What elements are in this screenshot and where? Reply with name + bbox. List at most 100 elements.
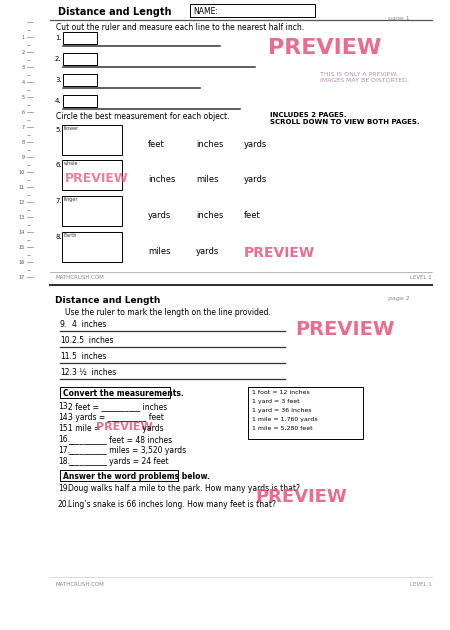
Text: 1 mile = 1,760 yards: 1 mile = 1,760 yards: [252, 417, 318, 422]
Text: LEVEL 1: LEVEL 1: [410, 582, 432, 587]
Bar: [63, 53, 97, 65]
Text: inches: inches: [196, 211, 223, 220]
Text: 2.5  inches: 2.5 inches: [72, 336, 113, 345]
Text: 1 yard = 3 feet: 1 yard = 3 feet: [252, 399, 300, 404]
Text: IMAGES MAY BE DISTORTED.: IMAGES MAY BE DISTORTED.: [320, 78, 409, 83]
Text: LEVEL 1: LEVEL 1: [410, 275, 432, 280]
Text: 12.: 12.: [60, 368, 72, 377]
Text: 1 foot = 12 inches: 1 foot = 12 inches: [252, 390, 310, 395]
Text: 5: 5: [22, 95, 25, 100]
Text: 11: 11: [19, 185, 25, 190]
Bar: [62, 232, 122, 262]
Text: yards: yards: [196, 247, 219, 256]
Text: 6: 6: [22, 110, 25, 115]
Text: Distance and Length: Distance and Length: [55, 296, 160, 305]
Bar: [63, 74, 97, 86]
Text: 15: 15: [19, 245, 25, 250]
Text: PREVIEW: PREVIEW: [244, 246, 315, 260]
Text: 14.: 14.: [58, 413, 70, 422]
Text: THIS IS ONLY A PREVIEW.: THIS IS ONLY A PREVIEW.: [320, 72, 398, 77]
Text: 18.: 18.: [58, 457, 70, 466]
Bar: [62, 125, 122, 155]
Text: 5.: 5.: [55, 127, 62, 133]
Text: miles: miles: [148, 247, 171, 256]
Text: PREVIEW: PREVIEW: [295, 320, 394, 339]
Text: 13: 13: [19, 215, 25, 220]
Text: 8: 8: [22, 140, 25, 145]
Bar: [62, 196, 122, 226]
Text: 10.: 10.: [60, 336, 72, 345]
Text: SCROLL DOWN TO VIEW BOTH PAGES.: SCROLL DOWN TO VIEW BOTH PAGES.: [270, 119, 419, 125]
Bar: [62, 160, 122, 190]
Text: MATHCRUSH.COM: MATHCRUSH.COM: [55, 582, 104, 587]
Text: 13.: 13.: [58, 402, 70, 411]
Bar: [248, 387, 363, 439]
Text: yards: yards: [244, 140, 267, 149]
Text: 12: 12: [19, 200, 25, 205]
Text: 1 mile =: 1 mile =: [68, 424, 103, 433]
Bar: [60, 470, 178, 481]
Text: 4.: 4.: [55, 98, 62, 104]
Text: 17.: 17.: [58, 446, 70, 455]
Text: 1: 1: [22, 35, 25, 40]
Text: 10: 10: [19, 170, 25, 175]
Text: 8.: 8.: [55, 234, 62, 240]
Text: 11.: 11.: [60, 352, 72, 361]
Text: inches: inches: [148, 175, 176, 184]
Text: yards: yards: [148, 211, 171, 220]
Text: miles: miles: [196, 175, 219, 184]
Text: 3 yards = __________ feet: 3 yards = __________ feet: [68, 413, 164, 422]
Text: Circle the best measurement for each object.: Circle the best measurement for each obj…: [56, 112, 230, 121]
Bar: [63, 32, 97, 44]
Text: 7.: 7.: [55, 198, 62, 204]
Text: 2 feet = __________ inches: 2 feet = __________ inches: [68, 402, 167, 411]
Text: Convert the measurements.: Convert the measurements.: [63, 389, 184, 398]
Text: Use the ruler to mark the length on the line provided.: Use the ruler to mark the length on the …: [65, 308, 271, 317]
Text: 1 mile = 5,280 feet: 1 mile = 5,280 feet: [252, 426, 313, 431]
Text: PREVIEW: PREVIEW: [65, 172, 129, 185]
Text: 3 ½  inches: 3 ½ inches: [72, 368, 116, 377]
Text: __________ feet = 48 inches: __________ feet = 48 inches: [68, 435, 172, 444]
Text: 2.: 2.: [55, 56, 62, 62]
Text: __________ yards = 24 feet: __________ yards = 24 feet: [68, 457, 169, 466]
Text: 2: 2: [22, 50, 25, 55]
Text: inches: inches: [196, 140, 223, 149]
Text: 6.: 6.: [55, 162, 62, 168]
Text: MATHCRUSH.COM: MATHCRUSH.COM: [55, 275, 104, 280]
Text: 9.: 9.: [60, 320, 67, 329]
Text: PREVIEW: PREVIEW: [255, 488, 347, 506]
Text: 7: 7: [22, 125, 25, 130]
Text: 9: 9: [22, 155, 25, 160]
Text: 3: 3: [22, 65, 25, 70]
Bar: [60, 387, 170, 398]
Text: 1 yard = 36 inches: 1 yard = 36 inches: [252, 408, 311, 413]
Text: 1.: 1.: [55, 35, 62, 41]
Text: finger: finger: [64, 197, 78, 202]
Text: __________ miles = 3,520 yards: __________ miles = 3,520 yards: [68, 446, 186, 455]
Text: page 2: page 2: [388, 296, 410, 301]
Text: PREVIEW: PREVIEW: [96, 422, 153, 432]
Text: Earth: Earth: [64, 233, 77, 238]
Text: yards: yards: [140, 424, 163, 433]
Text: 20.: 20.: [58, 500, 70, 509]
Text: 17: 17: [19, 275, 25, 280]
Text: 14: 14: [19, 230, 25, 235]
Text: page 1: page 1: [388, 16, 410, 21]
Text: feet: feet: [244, 211, 261, 220]
Text: 4: 4: [22, 80, 25, 85]
Text: 5  inches: 5 inches: [72, 352, 106, 361]
Text: 16.: 16.: [58, 435, 70, 444]
Text: 19.: 19.: [58, 484, 70, 493]
Text: Answer the word problems below.: Answer the word problems below.: [63, 472, 210, 481]
Text: whale: whale: [64, 161, 78, 166]
Text: feet: feet: [148, 140, 165, 149]
Text: 16: 16: [19, 260, 25, 265]
Text: 15.: 15.: [58, 424, 70, 433]
Bar: [190, 4, 315, 17]
Bar: [63, 95, 97, 107]
Text: PREVIEW: PREVIEW: [268, 38, 382, 58]
Text: 3.: 3.: [55, 77, 62, 83]
Text: NAME:: NAME:: [193, 7, 218, 16]
Text: 4  inches: 4 inches: [72, 320, 106, 329]
Text: Distance and Length: Distance and Length: [58, 7, 171, 17]
